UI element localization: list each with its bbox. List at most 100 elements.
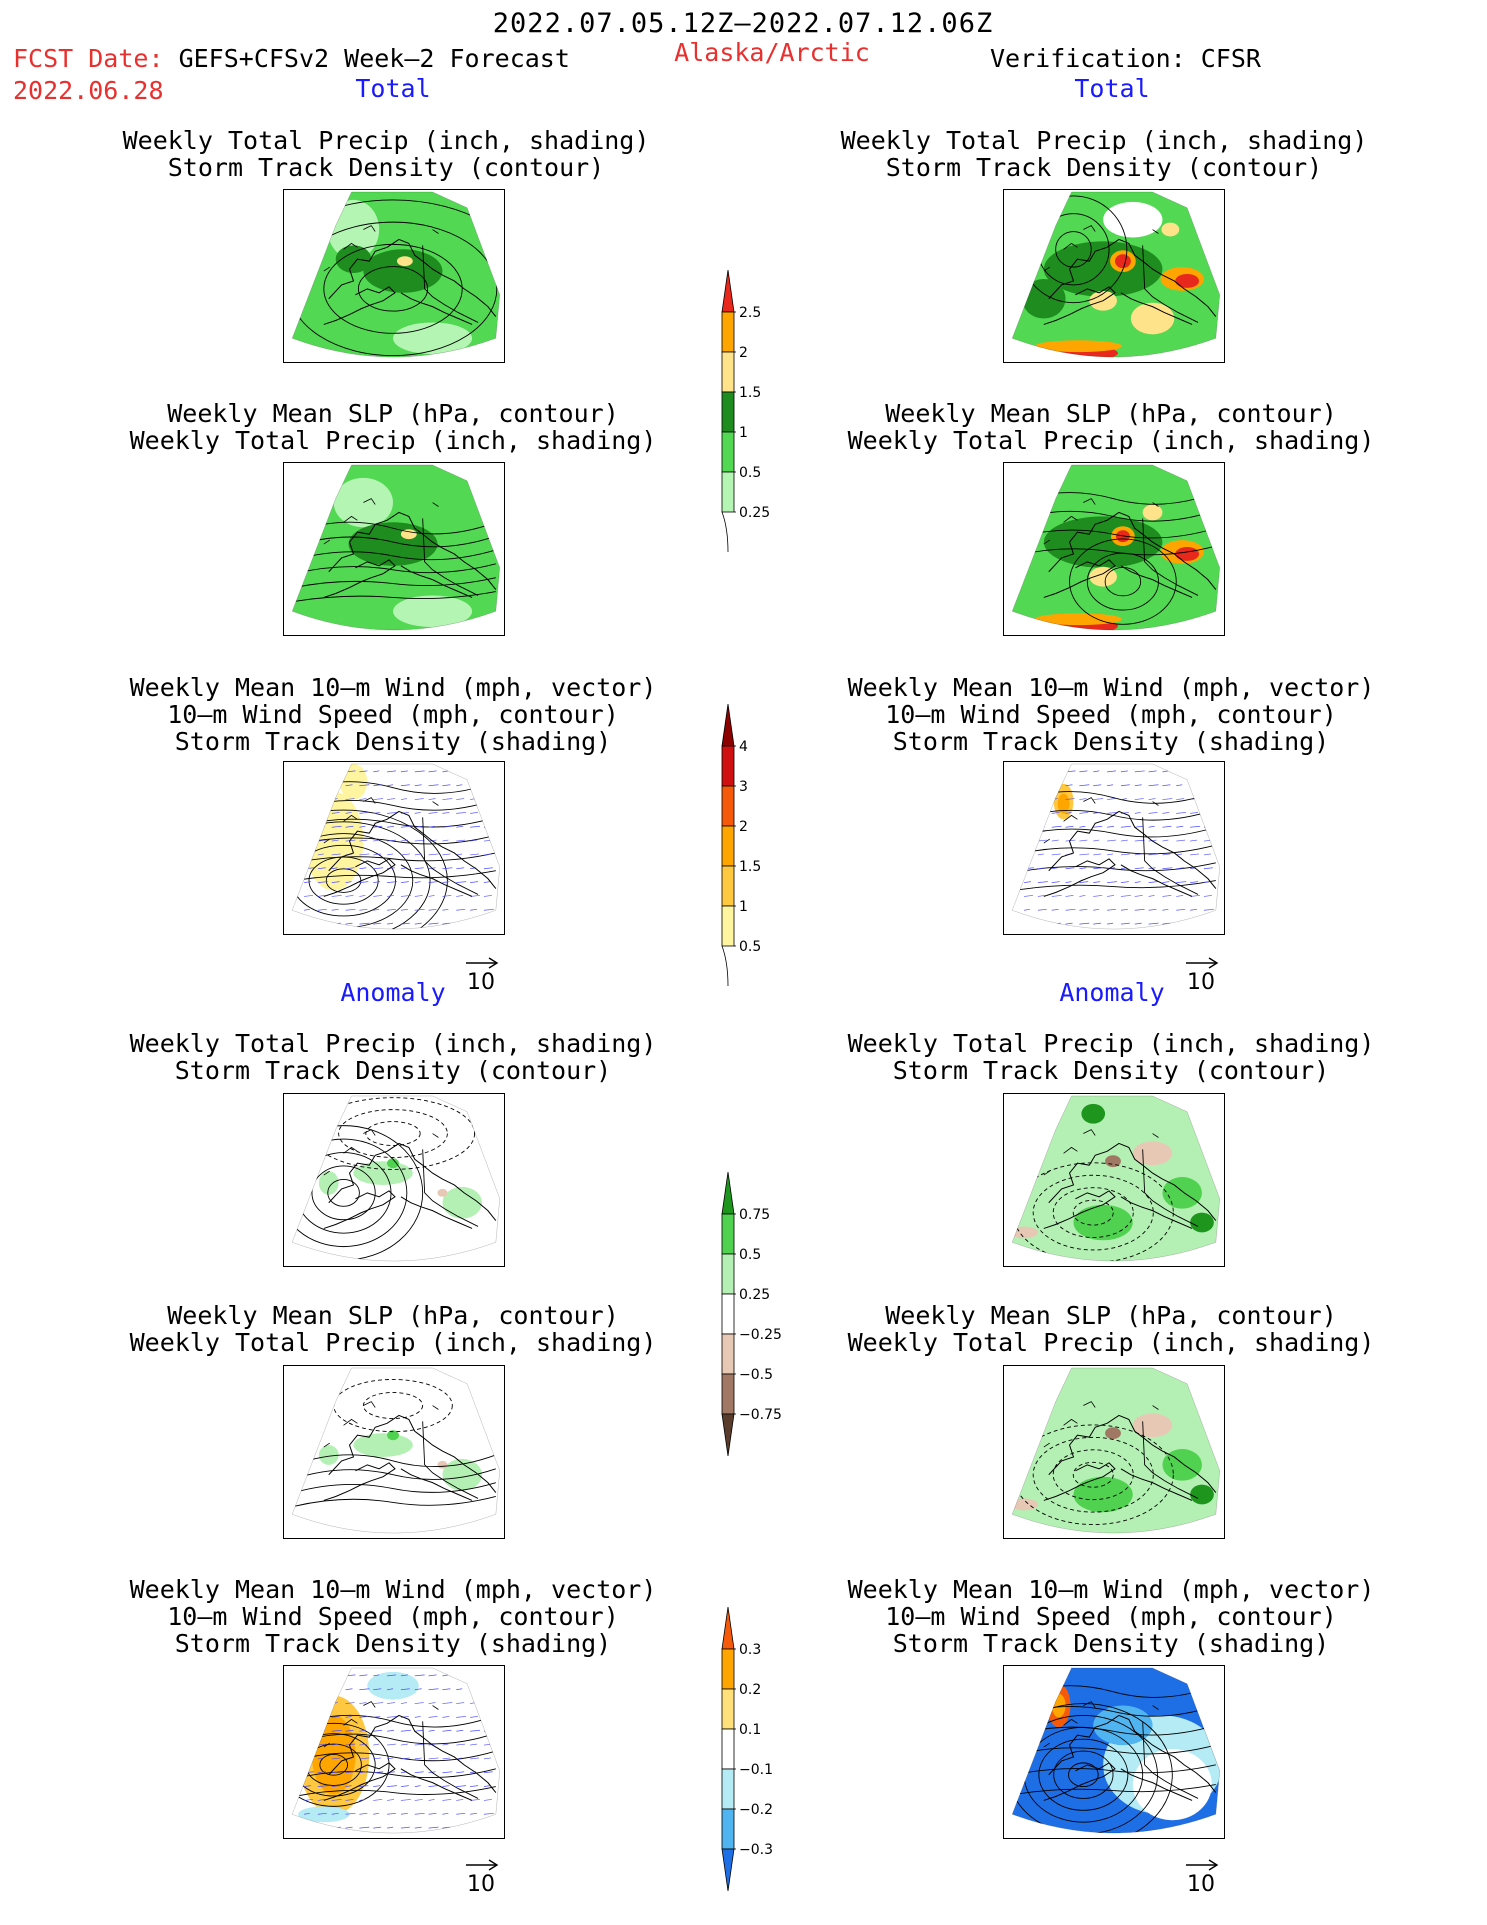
wind-vector: [1176, 881, 1187, 883]
title-total-precip-left: Weekly Total Precip (inch, shading) Stor…: [123, 127, 650, 181]
wind-vector: [442, 798, 453, 800]
wind-vector: [442, 839, 449, 842]
wind-vector: [1120, 853, 1130, 856]
colorbar-segment: [721, 1253, 735, 1295]
wind-vector: [1023, 770, 1031, 773]
wind-vector: [373, 908, 380, 911]
wind-vector: [1079, 867, 1087, 870]
colorbar-tail: [721, 945, 729, 987]
wind-vector: [1037, 853, 1044, 856]
wind-vector: [1120, 895, 1131, 897]
wind-vector: [428, 1716, 438, 1718]
wind-vector: [470, 1785, 479, 1787]
total-label-right: Total: [1074, 74, 1150, 103]
wind-vector: [1148, 784, 1159, 787]
wind-vector: [1134, 853, 1142, 856]
wind-vector: [428, 1826, 439, 1829]
shading-region: [1103, 201, 1163, 238]
map-domain-outline: [1011, 191, 1221, 358]
wind-vector: [400, 1757, 410, 1760]
contour-line: [1012, 1703, 1173, 1834]
wind-vector: [1079, 812, 1089, 814]
wind-vector: [373, 1812, 380, 1815]
colorbar-segment: [721, 785, 735, 827]
wind-vector: [483, 895, 492, 897]
colorbar-segment: [721, 703, 735, 747]
wind-vector: [442, 1716, 450, 1718]
wind-vector: [317, 881, 328, 883]
wind-vector: [317, 1812, 327, 1815]
title-line: Storm Track Density (contour): [167, 153, 605, 182]
title-total-precip-right: Weekly Total Precip (inch, shading) Stor…: [841, 127, 1368, 181]
wind-vector: [387, 1799, 395, 1801]
wind-vector: [442, 1771, 453, 1774]
title-line: Weekly Mean 10–m Wind (mph, vector): [847, 1575, 1375, 1604]
colorbar-label: 1: [739, 425, 748, 441]
wind-vector: [303, 1785, 312, 1787]
wind-vector: [414, 825, 423, 828]
wind-vector: [456, 770, 466, 773]
wind-vector: [456, 1771, 465, 1774]
wind-vector: [387, 853, 394, 856]
wind-vector: [373, 1716, 381, 1718]
wind-vector: [456, 1716, 467, 1718]
wind-vector: [428, 1702, 436, 1704]
colorbar-label: −0.2: [739, 1802, 773, 1818]
wind-vector: [373, 1702, 384, 1704]
coastline: [1043, 1701, 1159, 1748]
wind-vector: [483, 1674, 494, 1677]
wind-vector: [1023, 881, 1032, 883]
colorbar-segment: [721, 825, 735, 867]
wind-vector: [1203, 853, 1211, 856]
title-anom-precip-right: Weekly Total Precip (inch, shading) Stor…: [848, 1030, 1375, 1084]
wind-vector: [1051, 867, 1058, 870]
wind-vector: [317, 853, 324, 856]
shading-region: [1161, 222, 1180, 237]
wind-vector: [400, 784, 410, 787]
wind-vector: [1093, 784, 1102, 787]
wind-vector: [400, 1674, 408, 1677]
political-border: [1142, 1421, 1199, 1499]
wind-vector: [483, 784, 491, 787]
wind-vector: [317, 1716, 328, 1718]
wind-vector: [442, 1743, 449, 1746]
wind-vector: [414, 908, 425, 911]
wind-vector: [345, 812, 352, 814]
wind-vector: [331, 825, 342, 828]
wind-vector: [414, 1771, 424, 1774]
wind-vector: [373, 1799, 383, 1801]
shading-region: [367, 1671, 419, 1700]
wind-vector: [1107, 798, 1116, 800]
wind-vector: [470, 1757, 480, 1760]
contour-line: [294, 577, 496, 588]
wind-vector: [1176, 784, 1183, 787]
wind-vector: [428, 1674, 437, 1677]
colorbar-segment: [721, 1848, 735, 1892]
anomaly-label-left: Anomaly: [340, 978, 446, 1007]
wind-vector: [1051, 853, 1061, 856]
fcst-date-label: FCST Date:: [13, 44, 164, 73]
wind-vector: [1093, 867, 1104, 870]
wind-vector: [414, 1688, 422, 1691]
shading-region: [1190, 1484, 1214, 1505]
wind-vector: [373, 867, 384, 870]
title-total-wind-left: Weekly Mean 10–m Wind (mph, vector) 10–m…: [130, 674, 657, 755]
wind-vector: [400, 798, 407, 800]
map-layer: [292, 464, 500, 630]
wind-vector: [428, 1757, 439, 1760]
shading-region: [1081, 1103, 1106, 1124]
wind-vector: [303, 839, 311, 842]
wind-vector: [400, 881, 409, 883]
shading-region: [318, 1445, 339, 1465]
wind-vector: [359, 770, 368, 773]
title-line: 10–m Wind Speed (mph, contour): [167, 1602, 619, 1631]
shading-region: [1105, 1427, 1121, 1440]
map-domain-outline: [1011, 464, 1221, 631]
wind-vector: [304, 798, 314, 800]
wind-vector: [1134, 839, 1145, 842]
wind-vector: [470, 881, 479, 883]
wind-vector: [1203, 798, 1213, 800]
contour-line: [1014, 826, 1216, 838]
wind-vector: [387, 839, 397, 842]
wind-vector: [387, 1826, 394, 1829]
